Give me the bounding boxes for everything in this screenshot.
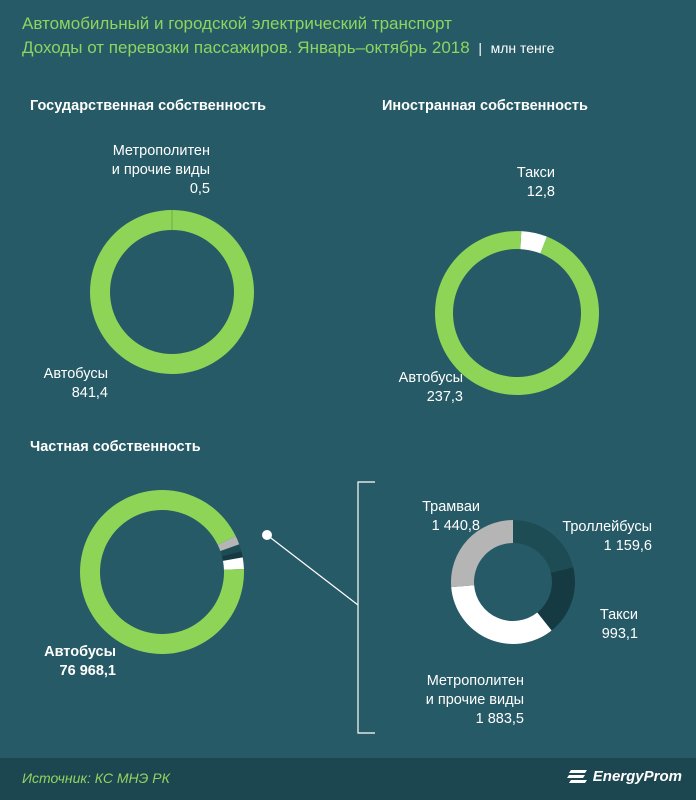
title-line-2-text: Доходы от перевозки пассажиров. Январь–о… (22, 38, 470, 57)
detail-tram-value: 1 440,8 (431, 518, 480, 534)
detail-taxi-name: Такси (599, 607, 638, 623)
private-donut-slice-3 (222, 557, 244, 570)
state-donut-slice-1 (90, 210, 255, 374)
private-donut-slice-2 (221, 551, 243, 561)
detail-taxi-value: 993,1 (601, 626, 638, 642)
brand-logo: EnergyProm (566, 766, 682, 786)
foreign-bus-value: 237,3 (426, 389, 463, 405)
state-metro-value: 0,5 (189, 181, 210, 197)
brand-name: EnergyProm (592, 767, 682, 785)
detail-donut-slice-1 (537, 567, 575, 631)
private-donut-slice-0 (217, 536, 240, 552)
private-bus-name: Автобусы (44, 644, 116, 660)
detail-metro-label: Метрополитен и прочие виды 1 883,5 (380, 672, 524, 729)
title-line-1: Автомобильный и городской электрический … (22, 14, 452, 33)
detail-tram-label: Трамваи 1 440,8 (380, 498, 480, 536)
source-text: Источник: КС МНЭ РК (22, 770, 170, 786)
foreign-taxi-name: Такси (516, 165, 555, 181)
detail-tram-name: Трамваи (422, 499, 480, 515)
unit-separator: | (474, 40, 486, 56)
footer: Источник: КС МНЭ РК EnergyProm (0, 758, 696, 800)
detail-bracket (357, 481, 375, 734)
private-donut-slice-1 (220, 544, 242, 557)
state-metro-label: Метрополитен и прочие виды 0,5 (60, 142, 210, 199)
detail-metro-line-2: и прочие виды (425, 692, 524, 708)
donut-charts-canvas (80, 210, 599, 734)
foreign-bus-label: Автобусы 237,3 (360, 369, 463, 407)
title-line-2: Доходы от перевозки пассажиров. Январь–о… (22, 36, 554, 60)
foreign-taxi-value: 12,8 (526, 184, 555, 200)
detail-metro-line-1: Метрополитен (426, 673, 524, 689)
chart-title: Автомобильный и городской электрический … (22, 12, 554, 60)
state-ownership-title: Государственная собственность (30, 98, 266, 114)
state-bus-name: Автобусы (43, 366, 108, 382)
private-bus-value: 76 968,1 (59, 663, 116, 679)
foreign-bus-name: Автобусы (398, 370, 463, 386)
detail-taxi-label: Такси 993,1 (560, 606, 638, 644)
detail-metro-value: 1 883,5 (475, 711, 524, 727)
connector-line (266, 534, 359, 606)
detail-trolley-label: Троллейбусы 1 159,6 (524, 518, 652, 556)
detail-trolley-name: Троллейбусы (562, 519, 652, 535)
energyprom-logo-icon (566, 770, 587, 783)
foreign-taxi-label: Такси 12,8 (460, 164, 555, 202)
foreign-donut-slice-0 (520, 231, 547, 254)
foreign-ownership-title: Иностранная собственность (382, 98, 588, 114)
state-bus-value: 841,4 (71, 385, 108, 401)
private-bus-label: Автобусы 76 968,1 (0, 643, 116, 681)
detail-donut-slice-2 (451, 585, 552, 644)
detail-donut-slice-3 (451, 520, 513, 588)
detail-donut-slice-0 (513, 520, 574, 573)
private-ownership-title: Частная собственность (30, 439, 201, 455)
state-metro-line-1: Метрополитен (112, 143, 210, 159)
state-bus-label: Автобусы 841,4 (0, 365, 108, 403)
state-metro-line-2: и прочие виды (111, 162, 210, 178)
private-donut-slice-4 (80, 490, 244, 654)
detail-trolley-value: 1 159,6 (603, 538, 652, 554)
unit-label: млн тенге (490, 40, 555, 56)
